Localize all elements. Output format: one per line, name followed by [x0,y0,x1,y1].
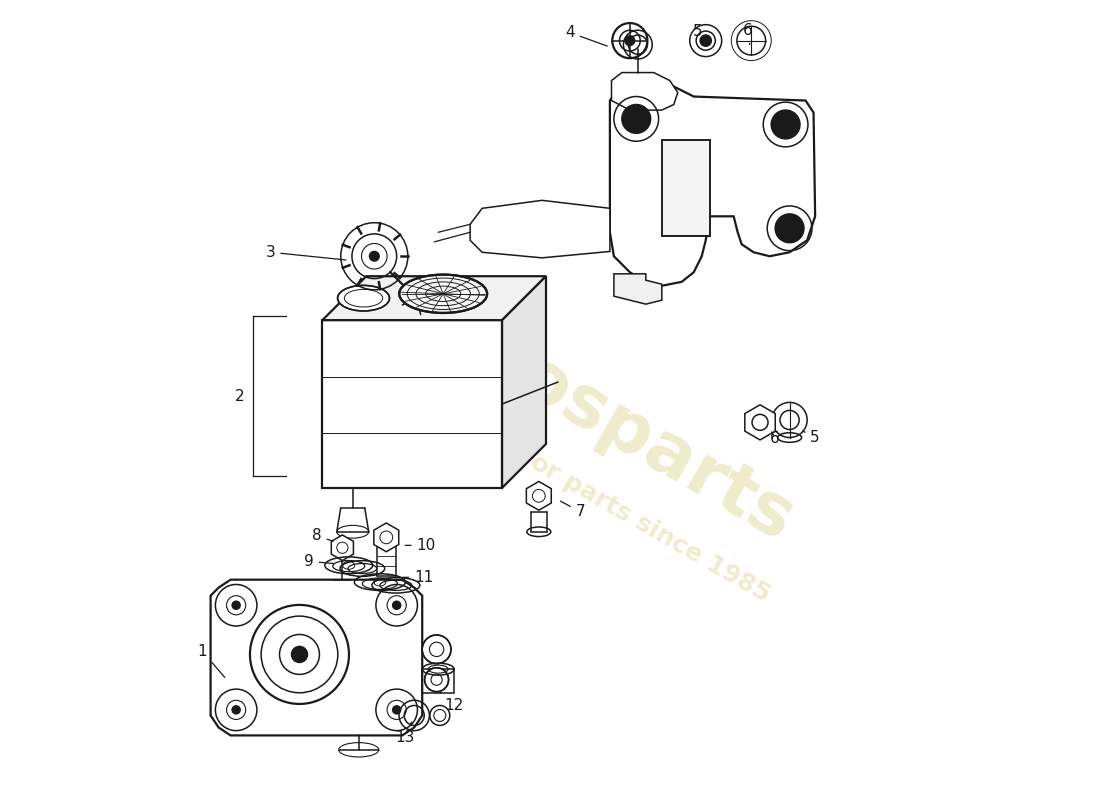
Circle shape [771,110,800,139]
Text: 12: 12 [440,691,464,713]
Circle shape [292,646,308,662]
Polygon shape [745,405,776,440]
Polygon shape [609,77,815,286]
Text: 1: 1 [198,644,224,678]
Text: 2: 2 [235,389,245,403]
Polygon shape [502,276,546,488]
Ellipse shape [399,274,487,313]
Circle shape [700,35,712,46]
Text: 11: 11 [403,570,433,585]
Text: click for parts since 1985: click for parts since 1985 [454,409,774,607]
Text: 6: 6 [770,431,780,446]
Text: 6: 6 [744,22,752,45]
Circle shape [625,36,635,46]
Text: 9: 9 [304,554,333,569]
Circle shape [776,214,804,242]
Ellipse shape [338,286,389,311]
Text: 8: 8 [312,528,333,543]
Polygon shape [331,535,353,561]
Polygon shape [527,482,551,510]
Circle shape [621,105,650,134]
Text: eurosparts: eurosparts [389,275,806,557]
Polygon shape [210,580,422,735]
Text: 7: 7 [560,501,585,519]
Circle shape [393,602,400,610]
Circle shape [232,706,240,714]
Polygon shape [470,200,609,258]
Polygon shape [612,73,678,110]
Polygon shape [322,320,502,488]
Text: 4: 4 [565,25,607,46]
Circle shape [422,635,451,664]
Polygon shape [374,523,398,552]
Circle shape [425,668,449,692]
Circle shape [370,251,379,261]
Text: 13: 13 [395,722,415,745]
Circle shape [393,706,400,714]
Circle shape [232,602,240,610]
Polygon shape [322,276,546,320]
Text: 10: 10 [405,538,436,553]
Text: 5: 5 [693,23,704,45]
Text: 3: 3 [265,245,346,260]
Bar [662,141,710,236]
Text: 5: 5 [802,430,820,445]
Polygon shape [614,274,662,304]
